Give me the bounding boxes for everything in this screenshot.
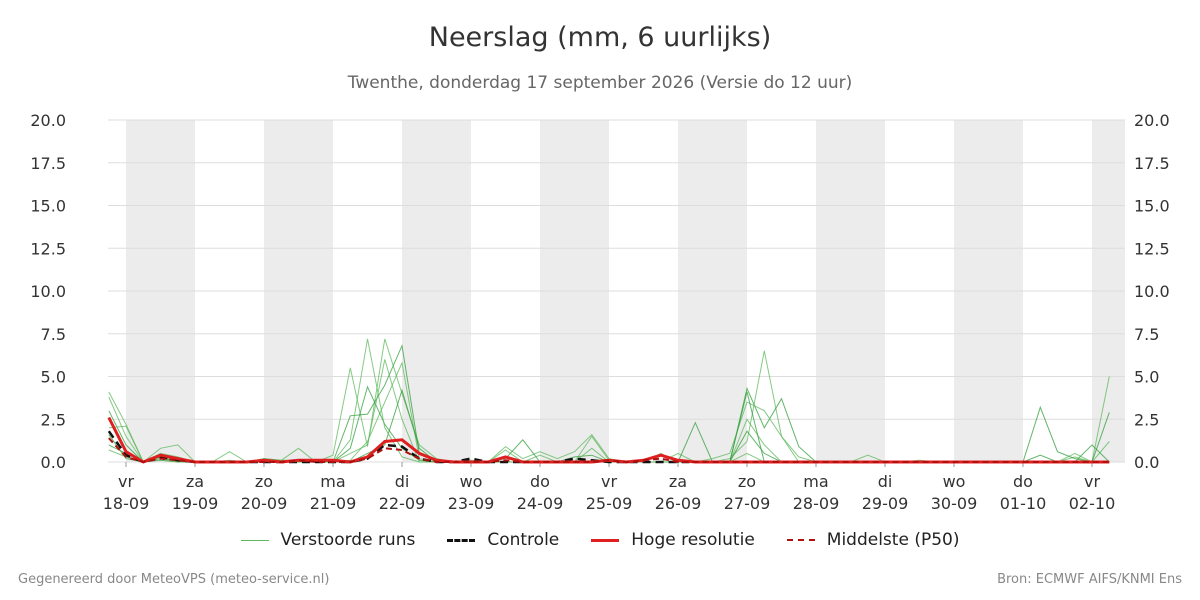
x-tick-day: vr [118,472,134,491]
y-tick-label-left: 12.5 [30,239,66,258]
x-tick-date: 21-09 [310,494,357,513]
x-tick-day: za [669,472,687,491]
y-tick-label-left: 7.5 [41,325,66,344]
y-tick-label-left: 2.5 [41,410,66,429]
y-tick-label-right: 10.0 [1134,282,1170,301]
y-tick-label-left: 5.0 [41,368,66,387]
footer-generated-by: Gegenereerd door MeteoVPS (meteo-service… [18,572,330,587]
x-tick-day: zo [255,472,273,491]
x-tick-date: 18-09 [103,494,150,513]
x-tick-day: ma [320,472,345,491]
y-tick-label-right: 7.5 [1134,325,1159,344]
x-tick-day: wo [943,472,966,491]
legend-swatch-median [786,539,815,541]
legend-item-perturbed[interactable]: Verstoorde runs [240,530,416,550]
x-tick-day: zo [738,472,756,491]
legend-label-control: Controle [487,530,560,550]
y-tick-label-left: 17.5 [30,154,66,173]
x-tick-date: 29-09 [862,494,909,513]
y-tick-label-right: 5.0 [1134,368,1159,387]
chart-title: Neerslag (mm, 6 uurlijks) [428,22,772,53]
x-tick-date: 30-09 [931,494,978,513]
x-tick-day: za [186,472,204,491]
legend-item-control[interactable]: Controle [447,530,559,550]
x-tick-day: do [530,472,550,491]
legend-item-high-res[interactable]: Hoge resolutie [591,530,755,550]
legend-label-median: Middelste (P50) [826,530,960,550]
y-tick-label-left: 0.0 [41,453,66,472]
x-tick-date: 22-09 [379,494,426,513]
x-tick-date: 01-10 [1000,494,1047,513]
legend-swatch-control [447,538,476,542]
y-tick-label-right: 0.0 [1134,453,1159,472]
x-tick-day: di [878,472,893,491]
y-tick-label-left: 20.0 [30,111,66,130]
y-tick-label-right: 17.5 [1134,154,1170,173]
x-tick-date: 24-09 [517,494,564,513]
legend: Verstoorde runs Controle Hoge resolutie … [0,530,1200,550]
y-tick-label-right: 15.0 [1134,197,1170,216]
legend-label-high-res: Hoge resolutie [631,530,755,550]
chart-subtitle: Twenthe, donderdag 17 september 2026 (Ve… [347,73,853,93]
x-tick-day: ma [803,472,828,491]
x-tick-date: 02-10 [1069,494,1116,513]
legend-item-median[interactable]: Middelste (P50) [786,530,960,550]
x-tick-date: 27-09 [724,494,771,513]
x-tick-day: do [1013,472,1033,491]
x-tick-day: vr [601,472,617,491]
legend-swatch-perturbed [240,539,269,541]
y-tick-label-right: 2.5 [1134,410,1159,429]
x-tick-date: 20-09 [241,494,288,513]
x-tick-day: di [395,472,410,491]
x-tick-date: 23-09 [448,494,495,513]
series-line-median [108,437,1110,464]
footer-source: Bron: ECMWF AIFS/KNMI Ens [997,572,1182,587]
legend-swatch-high-res [591,538,620,542]
x-tick-day: wo [460,472,483,491]
legend-label-perturbed: Verstoorde runs [280,530,416,550]
y-tick-label-left: 15.0 [30,197,66,216]
y-tick-label-left: 10.0 [30,282,66,301]
y-tick-label-right: 12.5 [1134,239,1170,258]
x-tick-date: 25-09 [586,494,633,513]
y-tick-label-right: 20.0 [1134,111,1170,130]
x-tick-date: 19-09 [172,494,219,513]
x-tick-day: vr [1084,472,1100,491]
x-tick-date: 26-09 [655,494,702,513]
x-tick-date: 28-09 [793,494,840,513]
